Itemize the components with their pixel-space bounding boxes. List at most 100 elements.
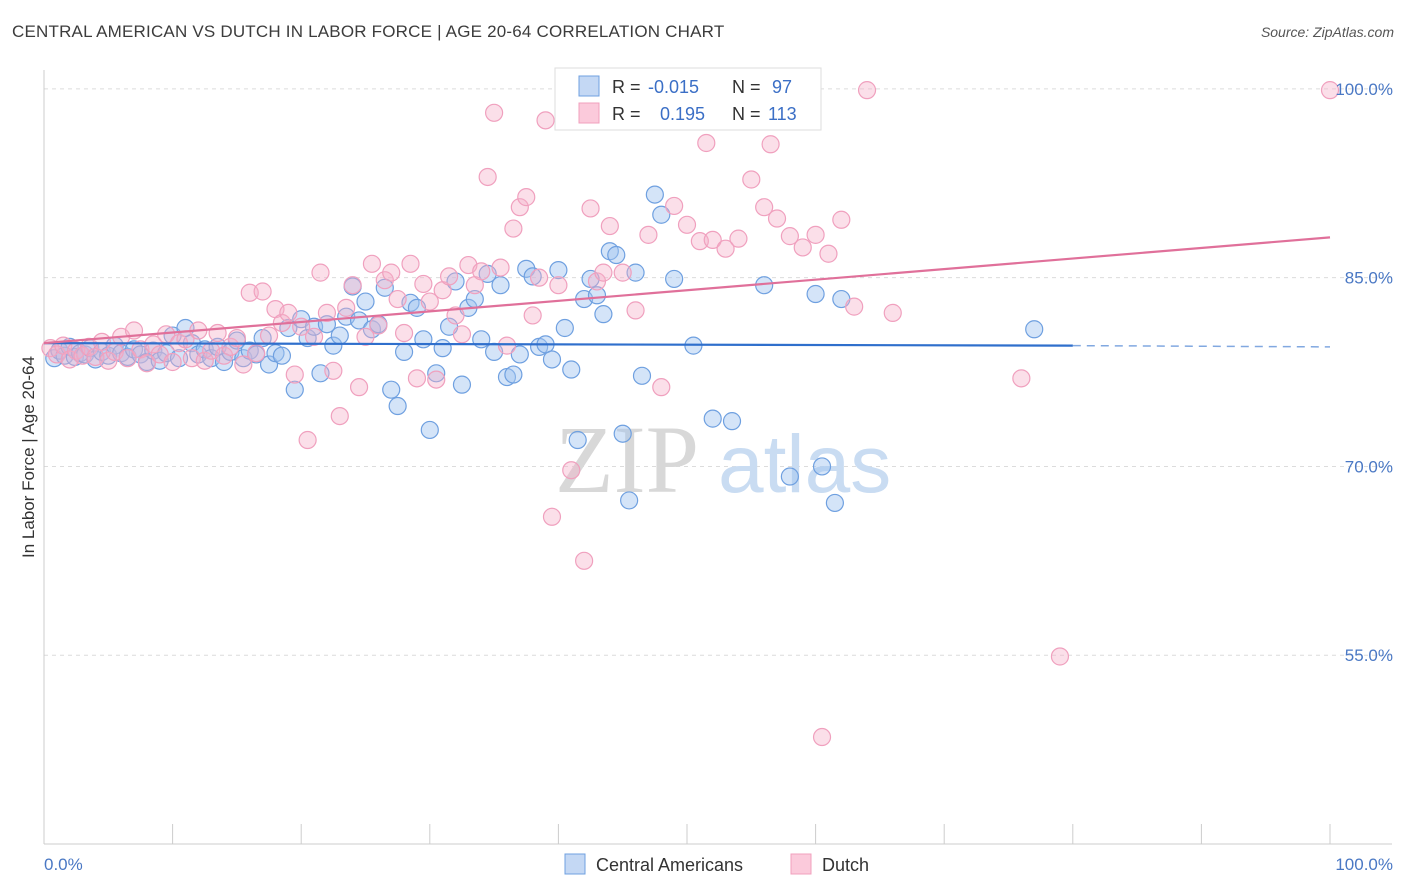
point-dutch-12 bbox=[118, 349, 137, 368]
y-tick-label-1: 70.0% bbox=[1345, 457, 1393, 476]
point-central-americans-39 bbox=[285, 380, 304, 399]
point-dutch-79 bbox=[549, 276, 568, 295]
point-central-americans-56 bbox=[394, 342, 414, 362]
point-central-americans-102 bbox=[806, 284, 825, 304]
series-legend: Central Americans Dutch bbox=[564, 853, 869, 875]
legend-n-value-central-americans: 97 bbox=[772, 77, 792, 97]
point-dutch-110 bbox=[1050, 647, 1070, 666]
point-dutch-99 bbox=[761, 135, 780, 154]
point-central-americans-79 bbox=[542, 350, 562, 369]
point-central-americans-81 bbox=[555, 318, 574, 338]
point-dutch-51 bbox=[369, 316, 388, 335]
point-dutch-107 bbox=[857, 81, 877, 100]
point-central-americans-95 bbox=[652, 205, 671, 224]
point-dutch-19 bbox=[163, 352, 182, 372]
point-dutch-82 bbox=[581, 199, 600, 218]
point-central-americans-96 bbox=[665, 269, 684, 289]
point-dutch-50 bbox=[362, 254, 382, 273]
point-dutch-84 bbox=[594, 263, 613, 282]
point-dutch-15 bbox=[137, 354, 156, 373]
point-dutch-95 bbox=[716, 239, 735, 258]
point-dutch-32 bbox=[247, 344, 266, 363]
point-dutch-64 bbox=[452, 325, 472, 344]
point-central-americans-86 bbox=[587, 286, 607, 305]
point-central-americans-59 bbox=[414, 330, 433, 349]
watermark-zip: ZIP bbox=[555, 406, 699, 513]
trend-line-central-americans bbox=[43, 342, 1073, 347]
point-dutch-78 bbox=[542, 507, 562, 526]
point-central-americans-60 bbox=[420, 420, 439, 440]
y-tick-label-3: 100.0% bbox=[1335, 80, 1393, 99]
point-dutch-24 bbox=[195, 351, 214, 370]
legend-r-value-central-americans: -0.015 bbox=[648, 77, 699, 97]
point-central-americans-65 bbox=[452, 375, 472, 394]
stats-legend: R = -0.015 N = 97 R = 0.195 N = 113 bbox=[554, 67, 822, 131]
point-dutch-57 bbox=[407, 369, 427, 388]
point-central-americans-106 bbox=[1025, 320, 1044, 339]
point-dutch-69 bbox=[485, 103, 504, 122]
point-dutch-85 bbox=[600, 216, 619, 236]
point-central-americans-50 bbox=[356, 292, 375, 311]
point-dutch-60 bbox=[427, 370, 446, 389]
point-dutch-43 bbox=[317, 303, 337, 322]
point-dutch-75 bbox=[523, 306, 542, 325]
point-dutch-37 bbox=[279, 303, 298, 322]
point-dutch-87 bbox=[626, 301, 645, 320]
point-dutch-59 bbox=[420, 292, 439, 311]
point-dutch-102 bbox=[793, 238, 812, 257]
point-central-americans-55 bbox=[388, 396, 407, 416]
point-dutch-103 bbox=[806, 225, 825, 244]
point-dutch-80 bbox=[562, 461, 581, 480]
point-dutch-62 bbox=[439, 267, 459, 286]
y-tick-label-0: 55.0% bbox=[1345, 646, 1393, 665]
legend-r-label-1: R = bbox=[612, 77, 641, 97]
point-central-americans-101 bbox=[780, 467, 799, 486]
point-dutch-105 bbox=[832, 210, 851, 229]
point-dutch-92 bbox=[690, 232, 709, 251]
y-axis-label: In Labor Force | Age 20-64 bbox=[19, 356, 38, 558]
legend-r-label-2: R = bbox=[612, 104, 641, 124]
source-label: Source: ZipAtlas.com bbox=[1260, 24, 1394, 40]
point-dutch-100 bbox=[767, 209, 787, 228]
point-dutch-89 bbox=[652, 378, 671, 397]
point-dutch-45 bbox=[330, 406, 349, 426]
point-central-americans-76 bbox=[523, 267, 542, 286]
point-dutch-40 bbox=[298, 430, 317, 450]
point-dutch-91 bbox=[677, 215, 697, 234]
grid-lines bbox=[44, 88, 1392, 656]
point-central-americans-62 bbox=[433, 339, 452, 358]
point-dutch-55 bbox=[394, 323, 414, 343]
point-dutch-90 bbox=[665, 196, 684, 216]
point-central-americans-103 bbox=[812, 457, 832, 476]
point-dutch-104 bbox=[819, 244, 838, 263]
x-axis-ticks bbox=[43, 824, 1331, 844]
x-tick-label-max: 100.0% bbox=[1335, 855, 1393, 874]
point-central-americans-73 bbox=[504, 365, 523, 384]
legend-n-value-dutch: 113 bbox=[768, 104, 797, 124]
point-dutch-76 bbox=[530, 268, 549, 287]
point-dutch-63 bbox=[446, 306, 465, 325]
watermark-atlas: atlas bbox=[718, 419, 891, 510]
point-central-americans-71 bbox=[491, 276, 510, 295]
point-dutch-96 bbox=[729, 229, 748, 248]
point-dutch-46 bbox=[337, 298, 356, 317]
point-dutch-54 bbox=[388, 289, 407, 309]
point-dutch-58 bbox=[414, 274, 433, 294]
point-central-americans-41 bbox=[298, 328, 317, 348]
bottom-legend-swatch-central-americans bbox=[564, 853, 586, 875]
point-central-americans-28 bbox=[214, 352, 234, 372]
point-central-americans-45 bbox=[324, 336, 343, 355]
point-dutch-30 bbox=[234, 355, 253, 374]
point-central-americans-105 bbox=[825, 493, 844, 513]
point-central-americans-82 bbox=[562, 360, 581, 379]
point-central-americans-87 bbox=[594, 305, 613, 324]
point-dutch-88 bbox=[639, 225, 658, 244]
point-dutch-31 bbox=[240, 283, 259, 302]
bottom-legend-label-dutch: Dutch bbox=[822, 855, 869, 875]
point-central-americans-91 bbox=[620, 491, 639, 510]
point-dutch-34 bbox=[259, 326, 279, 345]
point-dutch-101 bbox=[780, 227, 799, 246]
point-central-americans-35 bbox=[259, 355, 279, 374]
bottom-legend-swatch-dutch bbox=[790, 853, 812, 875]
